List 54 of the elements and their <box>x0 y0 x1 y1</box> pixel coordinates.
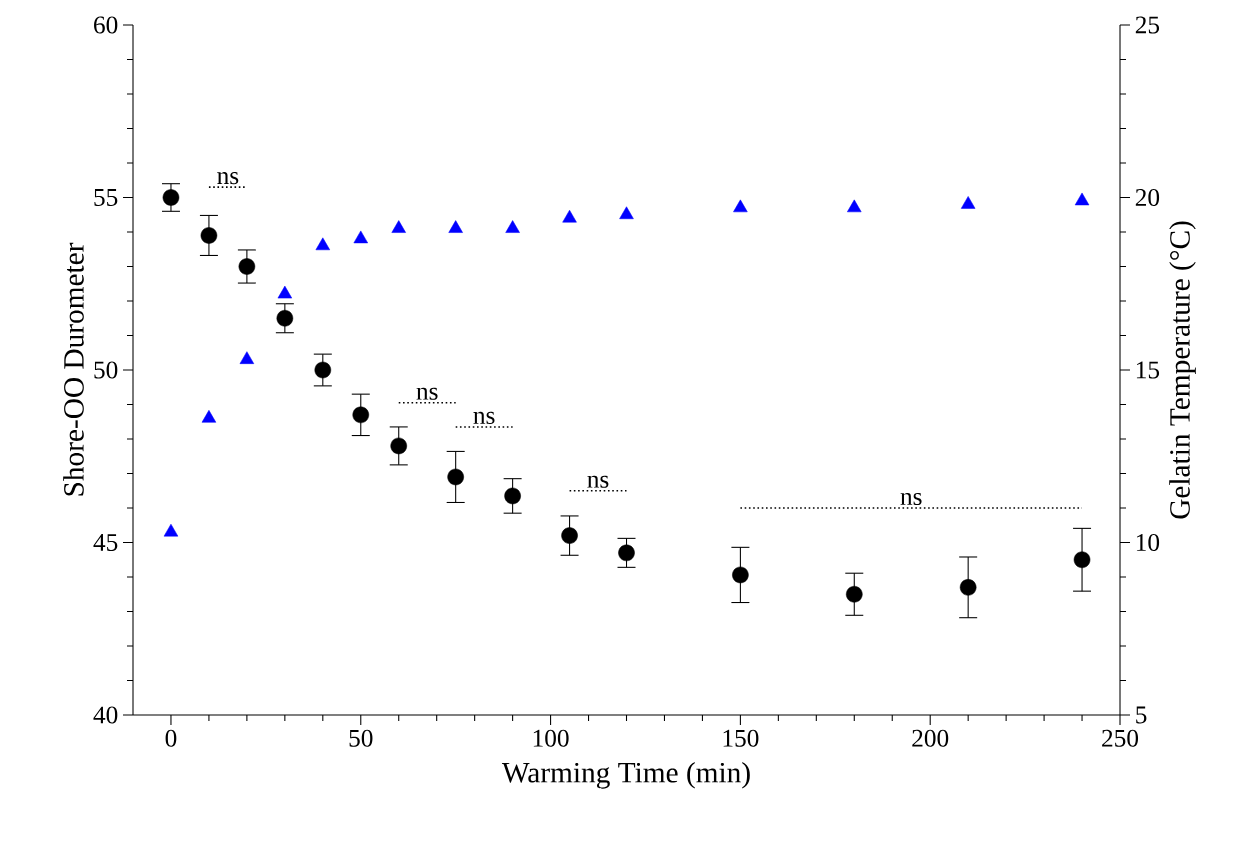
point <box>505 220 520 233</box>
point <box>561 527 578 544</box>
x-axis-title: Warming Time (min) <box>501 761 750 789</box>
annotation: ns <box>416 387 438 400</box>
point <box>314 361 332 379</box>
point <box>447 468 464 486</box>
x-tick-label: 250 <box>1102 729 1139 747</box>
annotation: ns <box>473 411 495 424</box>
x-tick-label: 0 <box>165 729 177 747</box>
annotation: ns <box>217 172 239 185</box>
point <box>1073 551 1091 569</box>
point <box>619 206 634 220</box>
point <box>733 199 748 213</box>
point <box>390 437 407 455</box>
point <box>352 406 370 424</box>
point <box>562 209 577 223</box>
point <box>162 189 180 206</box>
annotation: ns <box>587 475 609 488</box>
y-axis-title: Shore-OO Durometer <box>63 242 84 496</box>
point <box>315 237 331 251</box>
point <box>238 258 256 275</box>
y2-tick-label: 10 <box>1136 533 1160 552</box>
point <box>276 309 294 327</box>
annotation: ns <box>900 492 922 506</box>
point <box>448 220 463 233</box>
y2-tick-label: 20 <box>1135 188 1160 207</box>
y2-tick-label: 5 <box>1136 706 1147 724</box>
point <box>1074 192 1090 206</box>
point <box>732 566 749 584</box>
point <box>960 196 976 209</box>
point <box>618 544 635 562</box>
y-tick-label: 40 <box>93 706 118 724</box>
y-tick-label: 45 <box>93 534 118 551</box>
x-tick-label: 50 <box>349 729 373 747</box>
point <box>201 410 217 423</box>
x-tick-label: 200 <box>912 729 949 747</box>
x-tick-label: 150 <box>723 729 759 747</box>
point <box>163 523 179 537</box>
x-tick-label: 100 <box>533 729 569 747</box>
point <box>353 230 368 244</box>
y-tick-label: 60 <box>94 16 118 34</box>
point <box>847 199 862 213</box>
point <box>239 351 255 364</box>
point <box>504 487 521 505</box>
y2-axis-title: Gelatin Temperature (°C) <box>1169 221 1196 519</box>
point <box>277 285 293 299</box>
point <box>959 579 977 596</box>
y-tick-label: 50 <box>94 361 118 379</box>
y-tick-label: 55 <box>94 189 118 206</box>
y2-tick-label: 25 <box>1135 16 1160 34</box>
point <box>391 220 406 233</box>
point <box>200 227 218 244</box>
point <box>846 585 863 603</box>
y2-tick-label: 15 <box>1136 361 1160 379</box>
